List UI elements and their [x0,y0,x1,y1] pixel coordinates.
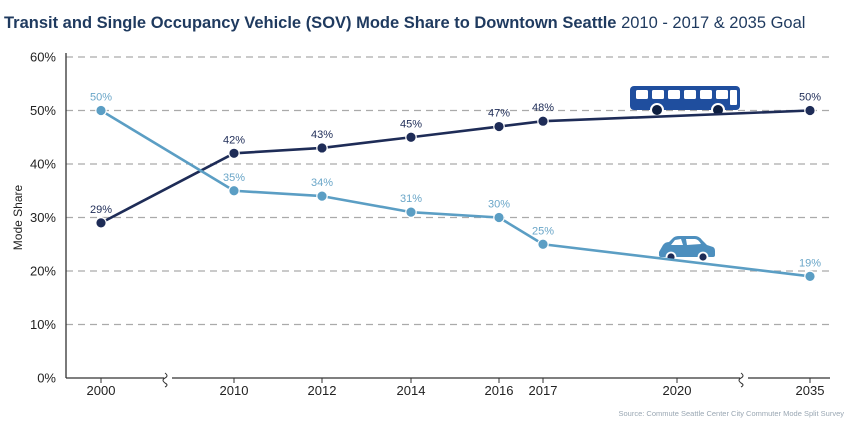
y-tick-label: 30% [30,210,56,225]
transit-data-label: 50% [799,92,821,104]
car-icon [659,236,715,263]
x-tick-label: 2010 [220,383,249,398]
bus-icon [630,86,740,117]
sov-point [316,190,328,202]
series [95,104,816,283]
car-window [686,239,701,245]
bus-door [730,90,737,105]
y-tick-label: 40% [30,157,56,172]
sov-data-label: 19% [799,257,821,269]
chart-title: Transit and Single Occupancy Vehicle (SO… [4,14,805,33]
transit-point [228,147,240,160]
labels: 29% 42% 43% 45% 47% 48% 50% 50% 35% 34% 31% 30% 25% 1… [90,92,821,270]
transit-data-label: 45% [400,118,422,130]
axes: 0% 10% 20% 30% 40% 50% 60% Mode Share 2000 2010 20… [11,50,830,398]
axis-break-squiggle [738,372,744,388]
transit-data-label: 29% [90,204,112,216]
chart-title-main: Transit and Single Occupancy Vehicle (SO… [4,14,617,32]
transit-data-label: 47% [488,108,510,120]
y-axis-label: Mode Share [11,184,25,250]
bus-window [700,90,712,99]
transit-data-label: 42% [223,134,245,146]
transit-point [405,131,417,144]
x-tick-label: 2035 [796,383,825,398]
sov-point [804,270,816,283]
y-tick-label: 50% [30,103,56,118]
sov-point [493,211,505,224]
bus-window [668,90,680,99]
sov-point [537,238,549,251]
axis-break-gap [740,372,748,384]
bus-window [684,90,696,99]
car-body [659,236,715,257]
x-tick-label: 2017 [529,383,558,398]
y-tick-label: 20% [30,264,56,279]
bus-wheel [650,103,664,117]
sov-point [95,104,107,117]
sov-point [405,206,417,218]
sov-data-label: 30% [488,199,510,211]
sov-point [228,184,240,197]
axis-break-gap [164,372,172,384]
y-tick-label: 10% [30,317,56,332]
bus-window [652,90,664,99]
car-window [671,239,683,245]
transit-point [493,120,505,133]
transit-point [316,142,328,154]
sov-data-label: 50% [90,92,112,104]
transit-point [804,104,816,117]
sov-data-label: 34% [311,177,333,189]
icons [630,86,740,263]
transit-data-label: 43% [311,129,333,141]
x-tick-label: 2012 [308,383,337,398]
bus-window [716,90,728,99]
y-tick-label: 60% [30,50,56,65]
car-wheel [697,251,709,263]
transit-point [95,217,107,229]
x-tick-label: 2016 [485,383,514,398]
transit-series-line [100,109,811,225]
source-note: Source: Commute Seattle Center City Comm… [618,409,844,418]
sov-data-label: 35% [223,172,245,184]
transit-point [537,115,549,127]
y-tick-label: 0% [37,371,56,386]
transit-data-label: 48% [532,102,554,114]
sov-data-label: 31% [400,193,422,205]
sov-data-label: 25% [532,225,554,237]
axis-break-squiggle [162,372,168,388]
axis-break-mark [162,372,172,388]
x-tick-label: 2014 [397,383,426,398]
x-tick-label: 2000 [87,383,116,398]
chart-title-years: 2010 - 2017 & 2035 Goal [621,14,806,32]
bus-window [636,90,648,99]
x-tick-label: 2020 [663,383,692,398]
grid-lines [66,56,830,326]
axis-break-mark [738,372,748,388]
